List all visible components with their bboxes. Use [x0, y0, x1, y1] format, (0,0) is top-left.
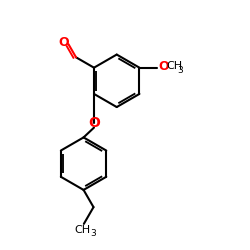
Text: CH: CH [74, 225, 90, 235]
Text: O: O [58, 36, 69, 49]
Text: CH: CH [166, 61, 182, 71]
Text: O: O [88, 116, 100, 130]
Text: 3: 3 [177, 66, 183, 76]
Text: 3: 3 [90, 229, 96, 238]
Text: O: O [158, 60, 168, 73]
